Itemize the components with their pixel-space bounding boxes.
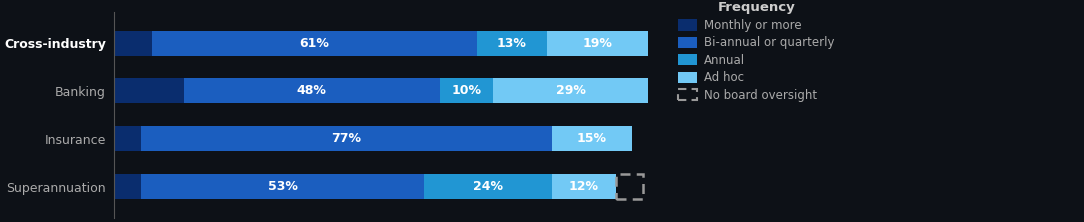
Bar bbox=[115, 126, 141, 151]
Bar bbox=[115, 174, 141, 199]
Bar bbox=[184, 79, 440, 103]
Bar bbox=[616, 174, 643, 199]
Bar bbox=[141, 126, 552, 151]
Bar bbox=[115, 31, 152, 56]
Bar bbox=[440, 79, 493, 103]
Bar bbox=[477, 31, 546, 56]
Text: 24%: 24% bbox=[473, 180, 503, 193]
Text: 10%: 10% bbox=[452, 84, 481, 97]
Text: 13%: 13% bbox=[496, 37, 527, 50]
Text: 48%: 48% bbox=[297, 84, 326, 97]
Text: 77%: 77% bbox=[332, 132, 361, 145]
Bar bbox=[424, 174, 552, 199]
Bar bbox=[152, 31, 477, 56]
Text: 53%: 53% bbox=[268, 180, 297, 193]
Bar bbox=[546, 31, 648, 56]
Bar bbox=[616, 174, 643, 199]
Bar bbox=[493, 79, 648, 103]
Text: 12%: 12% bbox=[569, 180, 599, 193]
Text: 15%: 15% bbox=[577, 132, 607, 145]
Text: 61%: 61% bbox=[299, 37, 330, 50]
Text: 29%: 29% bbox=[556, 84, 585, 97]
Text: 19%: 19% bbox=[582, 37, 612, 50]
Bar bbox=[115, 79, 184, 103]
Bar bbox=[552, 174, 616, 199]
Legend: Monthly or more, Bi-annual or quarterly, Annual, Ad hoc, No board oversight: Monthly or more, Bi-annual or quarterly,… bbox=[678, 1, 835, 102]
Bar bbox=[552, 126, 632, 151]
Bar bbox=[141, 174, 424, 199]
